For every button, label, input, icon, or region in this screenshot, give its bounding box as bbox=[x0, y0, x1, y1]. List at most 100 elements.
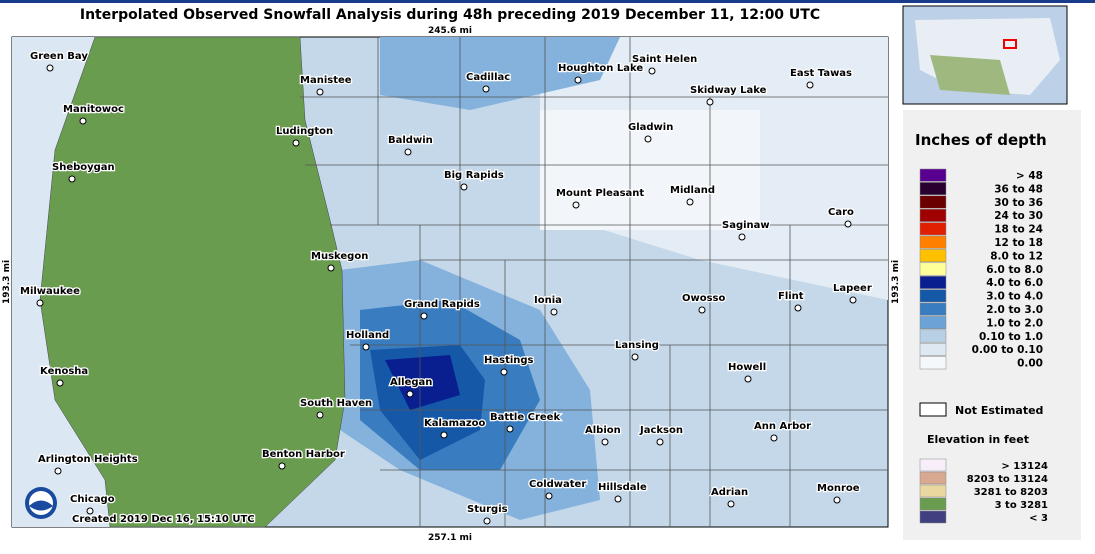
elevation-swatch bbox=[919, 510, 947, 524]
city-label: Gladwin bbox=[628, 122, 673, 133]
city-label: Saint Helen bbox=[632, 54, 697, 65]
elevation-title: Elevation in feet bbox=[927, 433, 1029, 446]
legend-label: 3.0 to 4.0 bbox=[986, 291, 1043, 303]
elevation-swatch bbox=[919, 484, 947, 498]
legend-swatch bbox=[919, 208, 947, 222]
city-label: South Haven bbox=[300, 398, 372, 409]
elevation-label: 3 to 3281 bbox=[995, 500, 1048, 511]
city-label: Adrian bbox=[711, 487, 748, 498]
scale-top: 245.6 mi bbox=[428, 26, 472, 36]
legend-swatch bbox=[919, 235, 947, 249]
legend-label: 6.0 to 8.0 bbox=[986, 264, 1043, 276]
city-marker bbox=[46, 64, 54, 72]
legend-swatch bbox=[919, 262, 947, 276]
city-marker bbox=[833, 496, 841, 504]
city-marker bbox=[36, 299, 44, 307]
inset-map bbox=[902, 5, 1068, 105]
city-label: Battle Creek bbox=[490, 412, 560, 423]
city-label: Hastings bbox=[484, 355, 534, 366]
snow-area bbox=[380, 37, 620, 110]
legend-swatch bbox=[919, 329, 947, 343]
city-marker bbox=[68, 175, 76, 183]
city-label: Jackson bbox=[639, 425, 683, 436]
city-marker bbox=[550, 308, 558, 316]
elevation-swatch bbox=[919, 471, 947, 485]
city-label: Kalamazoo bbox=[424, 418, 486, 429]
county-lines bbox=[300, 37, 888, 527]
city-marker bbox=[770, 434, 778, 442]
legend-label: 30 to 36 bbox=[994, 197, 1043, 209]
city-marker bbox=[86, 507, 94, 515]
lake-michigan bbox=[39, 36, 346, 528]
city-marker bbox=[406, 390, 414, 398]
city-marker bbox=[506, 425, 514, 433]
legend-swatch bbox=[919, 342, 947, 356]
city-label: Benton Harbor bbox=[262, 449, 345, 460]
city-label: Saginaw bbox=[722, 220, 770, 231]
city-label: Kenosha bbox=[40, 366, 88, 377]
city-marker bbox=[738, 233, 746, 241]
city-marker bbox=[849, 296, 857, 304]
land-west bbox=[12, 37, 110, 527]
legend-swatch bbox=[919, 316, 947, 330]
legend-swatch bbox=[919, 168, 947, 182]
city-label: Grand Rapids bbox=[404, 299, 480, 310]
city-label: Albion bbox=[585, 425, 621, 436]
city-label: Monroe bbox=[817, 483, 860, 494]
city-label: Manitowoc bbox=[63, 104, 124, 115]
city-marker bbox=[292, 139, 300, 147]
legend-label: 2.0 to 3.0 bbox=[986, 304, 1043, 316]
elevation-swatch bbox=[919, 458, 947, 472]
scale-right: 193.3 mi bbox=[891, 260, 901, 304]
city-label: Midland bbox=[670, 185, 715, 196]
city-marker bbox=[614, 495, 622, 503]
city-marker bbox=[601, 438, 609, 446]
city-marker bbox=[644, 135, 652, 143]
legend-label: 1.0 to 2.0 bbox=[986, 317, 1043, 329]
city-marker bbox=[727, 500, 735, 508]
legend-label: 4.0 to 6.0 bbox=[986, 277, 1043, 289]
city-label: Ionia bbox=[534, 295, 562, 306]
not-estimated-swatch bbox=[919, 402, 947, 417]
city-label: Ann Arbor bbox=[754, 421, 811, 432]
city-marker bbox=[278, 462, 286, 470]
city-marker bbox=[686, 198, 694, 206]
city-label: Caro bbox=[828, 207, 854, 218]
legend-swatch bbox=[919, 249, 947, 263]
city-marker bbox=[327, 264, 335, 272]
city-marker bbox=[316, 88, 324, 96]
city-marker bbox=[545, 492, 553, 500]
legend-swatch bbox=[919, 222, 947, 236]
city-marker bbox=[844, 220, 852, 228]
city-marker bbox=[483, 517, 491, 525]
city-marker bbox=[316, 411, 324, 419]
title: Interpolated Observed Snowfall Analysis … bbox=[80, 7, 820, 23]
city-marker bbox=[806, 81, 814, 89]
city-marker bbox=[744, 375, 752, 383]
city-label: East Tawas bbox=[790, 68, 852, 79]
city-label: Arlington Heights bbox=[38, 454, 138, 465]
elevation-label: > 13124 bbox=[1001, 461, 1048, 472]
city-marker bbox=[79, 117, 87, 125]
legend-label: 0.00 to 0.10 bbox=[972, 344, 1043, 356]
city-label: Mount Pleasant bbox=[556, 188, 644, 199]
city-label: Green Bay bbox=[30, 51, 88, 62]
city-marker bbox=[482, 85, 490, 93]
created: Created 2019 Dec 16, 15:10 UTC bbox=[72, 514, 255, 525]
city-marker bbox=[460, 183, 468, 191]
city-marker bbox=[404, 148, 412, 156]
legend-swatch bbox=[919, 275, 947, 289]
city-label: Houghton Lake bbox=[558, 63, 643, 74]
legend-swatch bbox=[919, 182, 947, 196]
city-marker bbox=[648, 67, 656, 75]
city-label: Coldwater bbox=[529, 479, 586, 490]
city-label: Lansing bbox=[615, 340, 659, 351]
noaa-logo bbox=[25, 487, 57, 519]
city-marker bbox=[574, 76, 582, 84]
elevation-label: < 3 bbox=[1029, 513, 1048, 524]
city-marker bbox=[420, 312, 428, 320]
city-marker bbox=[56, 379, 64, 387]
not-estimated: Not Estimated bbox=[955, 404, 1043, 417]
city-marker bbox=[698, 306, 706, 314]
